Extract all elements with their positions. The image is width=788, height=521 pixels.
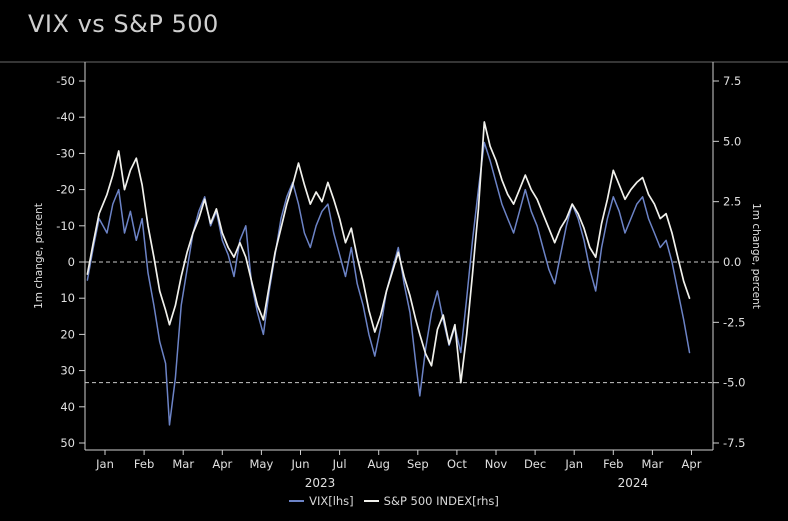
- svg-text:Apr: Apr: [682, 457, 702, 471]
- svg-text:Feb: Feb: [134, 457, 154, 471]
- chart-title: VIX vs S&P 500: [28, 10, 219, 38]
- svg-text:-5.0: -5.0: [723, 376, 745, 390]
- svg-text:Sep: Sep: [407, 457, 429, 471]
- chart-legend: VIX[lhs] S&P 500 INDEX[rhs]: [0, 494, 788, 508]
- svg-text:-50: -50: [56, 74, 75, 88]
- spx-line: [86, 121, 691, 384]
- svg-text:30: 30: [60, 364, 75, 378]
- svg-text:Feb: Feb: [603, 457, 623, 471]
- svg-text:10: 10: [60, 291, 75, 305]
- year-label-2024: 2024: [618, 476, 649, 490]
- svg-text:Jan: Jan: [564, 457, 583, 471]
- series-group: [86, 121, 691, 426]
- svg-text:Jan: Jan: [95, 457, 114, 471]
- left-axis-ticks: -50 -40 -30 -20 -10 0 10 20 30 40 50: [56, 74, 85, 450]
- svg-text:-10: -10: [56, 219, 75, 233]
- right-axis-title: 1m change, percent: [750, 203, 762, 309]
- svg-text:Nov: Nov: [485, 457, 508, 471]
- svg-text:Apr: Apr: [212, 457, 232, 471]
- svg-text:Oct: Oct: [447, 457, 467, 471]
- svg-text:40: 40: [60, 400, 75, 414]
- svg-text:-30: -30: [56, 146, 75, 160]
- legend-item-vix[interactable]: VIX[lhs]: [289, 494, 354, 508]
- svg-text:20: 20: [60, 327, 75, 341]
- svg-text:Mar: Mar: [172, 457, 194, 471]
- svg-text:Aug: Aug: [367, 457, 389, 471]
- svg-text:Jun: Jun: [291, 457, 310, 471]
- legend-item-spx[interactable]: S&P 500 INDEX[rhs]: [363, 494, 499, 508]
- svg-text:Jul: Jul: [332, 457, 347, 471]
- spx-line-swatch-icon: [363, 500, 379, 502]
- svg-text:50: 50: [60, 436, 75, 450]
- svg-text:May: May: [250, 457, 274, 471]
- left-axis-title: 1m change, percent: [33, 203, 45, 309]
- x-axis-ticks: Jan Feb Mar Apr May Jun Jul Aug Sep Oct Nov Dec Jan F…: [95, 450, 702, 490]
- svg-text:0.0: 0.0: [723, 255, 741, 269]
- right-axis-ticks: 7.5 5.0 2.5 0.0 -2.5 -5.0 -7.5: [713, 74, 745, 450]
- svg-text:-20: -20: [56, 183, 75, 197]
- svg-text:0: 0: [68, 255, 75, 269]
- legend-label-spx: S&P 500 INDEX[rhs]: [383, 494, 499, 508]
- svg-text:-7.5: -7.5: [723, 436, 745, 450]
- svg-text:Dec: Dec: [524, 457, 546, 471]
- vix-line-swatch-icon: [289, 500, 305, 502]
- svg-text:5.0: 5.0: [723, 134, 741, 148]
- svg-text:-40: -40: [56, 110, 75, 124]
- svg-text:2.5: 2.5: [723, 195, 741, 209]
- svg-text:7.5: 7.5: [723, 74, 741, 88]
- svg-text:-2.5: -2.5: [723, 315, 745, 329]
- year-label-2023: 2023: [305, 476, 336, 490]
- legend-label-vix: VIX[lhs]: [309, 494, 354, 508]
- svg-text:Mar: Mar: [642, 457, 664, 471]
